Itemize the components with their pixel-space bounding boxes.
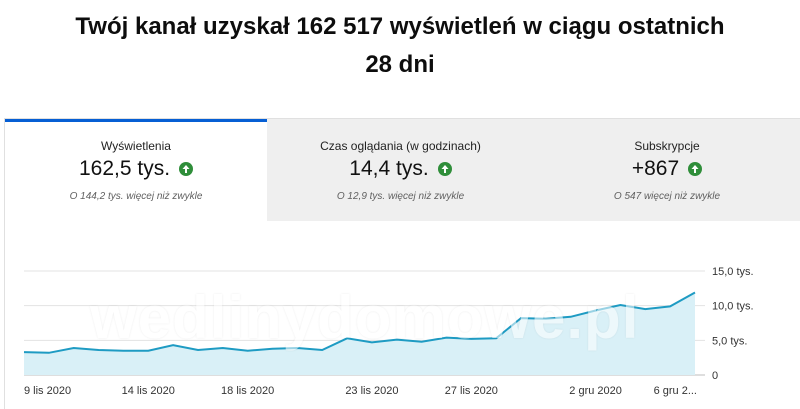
x-tick-label: 27 lis 2020 [445, 385, 498, 397]
y-tick-label: 10,0 tys. [712, 301, 754, 313]
y-tick-label: 0 [712, 370, 718, 382]
y-tick-label: 15,0 tys. [712, 266, 754, 278]
y-tick-label: 5,0 tys. [712, 335, 747, 347]
x-tick-label: 18 lis 2020 [221, 385, 274, 397]
x-tick-label: 9 lis 2020 [24, 385, 71, 397]
x-tick-label: 6 gru 2... [654, 385, 697, 397]
x-tick-label: 23 lis 2020 [345, 385, 398, 397]
watermark: wedlinydomowe.pl [90, 283, 639, 352]
chart-y-ticks: 0 5,0 tys. 10,0 tys. 15,0 tys. [712, 266, 754, 382]
x-tick-label: 14 lis 2020 [122, 385, 175, 397]
x-tick-label: 2 gru 2020 [569, 385, 622, 397]
chart-x-ticks: 9 lis 2020 14 lis 2020 18 lis 2020 23 lis 2… [24, 385, 697, 397]
